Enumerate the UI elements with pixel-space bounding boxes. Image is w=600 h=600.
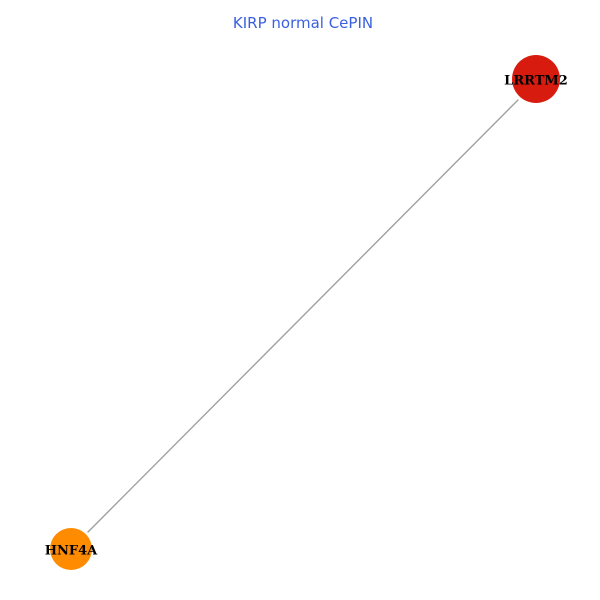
node-hnf4a[interactable]: HNF4A xyxy=(45,528,98,570)
page-title: KIRP normal CePIN xyxy=(233,14,373,32)
edge-lrrtm2-hnf4a xyxy=(87,99,519,533)
node-hnf4a-label: HNF4A xyxy=(45,544,98,559)
node-hnf4a-circle[interactable] xyxy=(50,528,92,570)
node-group: LRRTM2 HNF4A xyxy=(45,55,568,570)
node-lrrtm2-circle[interactable] xyxy=(512,55,560,103)
node-lrrtm2-label: LRRTM2 xyxy=(504,74,568,89)
node-lrrtm2[interactable]: LRRTM2 xyxy=(504,55,568,103)
edge-group xyxy=(87,99,519,533)
